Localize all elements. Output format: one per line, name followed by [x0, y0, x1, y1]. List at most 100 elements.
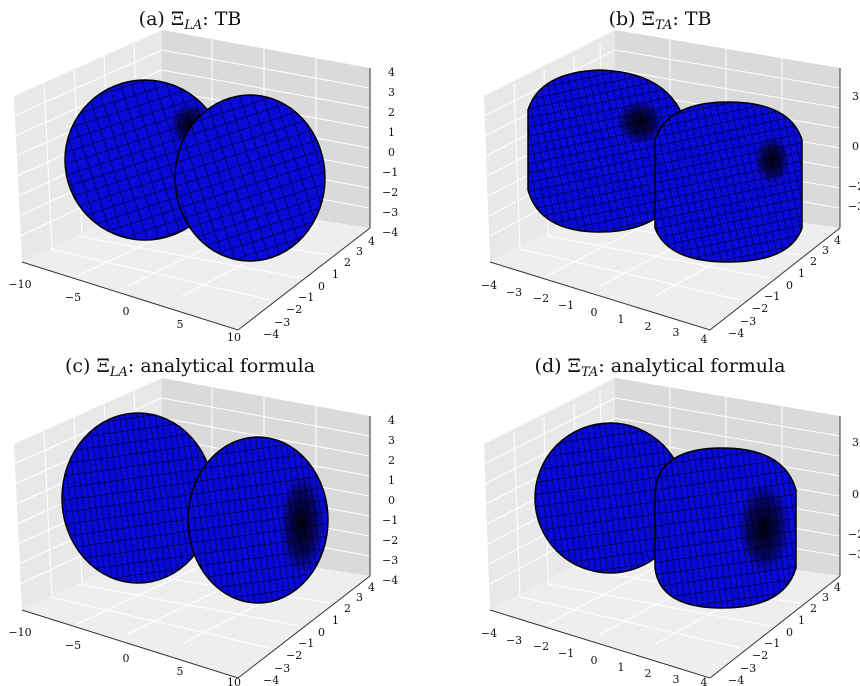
- x-tick: −1: [558, 299, 574, 312]
- z-tick: −2: [848, 528, 860, 541]
- x-tick: 5: [177, 318, 184, 331]
- y-tick: 2: [810, 602, 817, 615]
- y-tick: 3: [356, 245, 363, 258]
- z-tick: 3: [388, 86, 395, 99]
- y-tick: 1: [798, 267, 805, 280]
- x-tick: 10: [227, 331, 241, 344]
- x-tick: 0: [123, 652, 130, 665]
- x-tick: 1: [618, 313, 625, 326]
- x-tick: 10: [227, 676, 241, 686]
- z-tick: 1: [388, 126, 395, 139]
- y-tick: 2: [810, 255, 817, 268]
- z-tick: 1: [388, 474, 395, 487]
- y-tick: 4: [834, 581, 841, 594]
- surface-b: [527, 69, 803, 263]
- panel-a-title: (a) ΞLA: TB: [139, 8, 242, 33]
- z-tick: 0: [388, 494, 395, 507]
- y-tick-labels: −4 −3 −2 −1 0 1 2 3 4: [263, 581, 375, 686]
- y-tick: −3: [740, 315, 756, 328]
- y-tick: −4: [728, 327, 744, 340]
- x-tick: −2: [533, 292, 549, 305]
- surface-c: [61, 412, 329, 604]
- panel-c: (c) ΞLA: analytical formula −10 −5 0 5 1…: [8, 355, 398, 686]
- y-tick: 3: [822, 591, 829, 604]
- z-tick: 3: [388, 434, 395, 447]
- z-tick: 2: [388, 106, 395, 119]
- z-tick: 4: [388, 66, 395, 79]
- x-tick: 0: [591, 306, 598, 319]
- y-tick-labels: −4 −3 −2 −1 0 1 2 3 4: [728, 234, 841, 340]
- x-tick: −3: [506, 286, 522, 299]
- x-tick-labels: −10 −5 0 5 10: [8, 626, 241, 686]
- x-tick: 5: [177, 665, 184, 678]
- z-tick: −2: [848, 180, 860, 193]
- x-tick: 3: [673, 326, 680, 339]
- x-tick: 2: [645, 667, 652, 680]
- y-tick: −2: [752, 649, 768, 662]
- panel-d-title: (d) ΞTA: analytical formula: [535, 355, 786, 380]
- y-tick: 3: [356, 591, 363, 604]
- y-tick: −3: [740, 662, 756, 675]
- z-tick-labels: 3 0 −2 −3: [848, 436, 860, 561]
- z-tick: −2: [382, 186, 398, 199]
- y-tick: −4: [263, 328, 279, 341]
- z-tick: −3: [848, 548, 860, 561]
- z-tick: −3: [382, 554, 398, 567]
- panel-b: (b) ΞTA: TB −4 −3 −2 −1 0 1 2 3: [481, 8, 860, 346]
- z-tick: 0: [852, 488, 859, 501]
- z-tick: −2: [382, 534, 398, 547]
- x-tick: 2: [645, 320, 652, 333]
- x-tick: −5: [65, 291, 81, 304]
- y-tick: 4: [368, 235, 375, 248]
- z-tick-labels: 4 3 2 1 0 −1 −2 −3 −4: [382, 66, 398, 239]
- y-tick: 3: [822, 244, 829, 257]
- x-tick: 3: [673, 673, 680, 686]
- panel-c-title: (c) ΞLA: analytical formula: [65, 355, 315, 380]
- x-tick: −10: [8, 626, 31, 639]
- z-tick-labels: 4 3 2 1 0 −1 −2 −3 −4: [382, 414, 398, 587]
- x-tick: 1: [618, 661, 625, 674]
- y-tick: 4: [368, 581, 375, 594]
- x-tick: 0: [123, 305, 130, 318]
- z-tick: −1: [382, 514, 398, 527]
- panel-b-title: (b) ΞTA: TB: [609, 8, 712, 33]
- z-tick: −3: [382, 206, 398, 219]
- panel-d: (d) ΞTA: analytical formula −4 −3 −2 −1 …: [481, 355, 860, 686]
- y-tick: 2: [344, 602, 351, 615]
- y-tick: 1: [798, 614, 805, 627]
- z-tick: 2: [388, 454, 395, 467]
- y-tick: −1: [764, 290, 780, 303]
- surface-a: [64, 79, 326, 262]
- x-tick: 0: [591, 654, 598, 667]
- x-tick: −5: [65, 639, 81, 652]
- y-tick: 2: [344, 256, 351, 269]
- y-tick: 0: [786, 279, 793, 292]
- y-tick: 1: [332, 614, 339, 627]
- z-tick: −3: [848, 200, 860, 213]
- y-tick: −1: [298, 291, 314, 304]
- y-tick: 0: [786, 626, 793, 639]
- z-tick: 0: [852, 140, 859, 153]
- y-tick: 4: [834, 234, 841, 247]
- x-tick: −1: [558, 647, 574, 660]
- x-tick: 4: [701, 676, 708, 686]
- y-tick: −2: [286, 649, 302, 662]
- x-tick-labels: −4 −3 −2 −1 0 1 2 3 4: [481, 627, 708, 686]
- y-tick: −3: [274, 662, 290, 675]
- y-tick: −3: [274, 316, 290, 329]
- z-tick: 4: [388, 414, 395, 427]
- y-tick: 0: [318, 626, 325, 639]
- z-tick: −1: [382, 166, 398, 179]
- y-tick-labels: −4 −3 −2 −1 0 1 2 3 4: [728, 581, 841, 686]
- z-tick: 0: [388, 146, 395, 159]
- y-tick: −1: [298, 637, 314, 650]
- x-tick-labels: −10 −5 0 5 10: [8, 278, 241, 344]
- y-tick: 1: [332, 268, 339, 281]
- x-tick: −3: [506, 634, 522, 647]
- z-tick: −4: [382, 226, 398, 239]
- y-tick: 0: [318, 280, 325, 293]
- y-tick: −4: [263, 674, 279, 686]
- z-tick: 3: [852, 436, 859, 449]
- y-tick: −4: [728, 674, 744, 686]
